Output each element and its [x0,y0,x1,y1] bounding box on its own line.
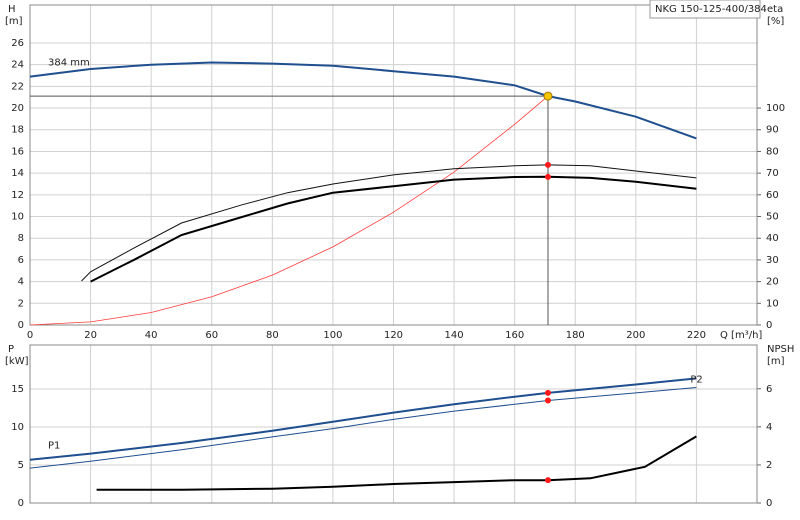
y2-tick-label: 100 [766,103,785,114]
y-tick-label: 8 [18,233,24,244]
x-tick-label: 160 [505,330,524,341]
y-tick-label: 10 [11,212,24,223]
marker [543,91,553,101]
y-tick-label: 5 [18,460,24,471]
y-tick-label: 0 [18,498,24,509]
y2-tick-label: 30 [766,255,779,266]
y2-tick-label: 0 [766,498,772,509]
y2-tick-label: 70 [766,168,779,179]
curve [81,164,697,282]
x-tick-label: 20 [84,330,97,341]
y2-unit: [%] [767,16,784,27]
curve [29,377,697,461]
x-tick-label: 0 [27,330,33,341]
x-tick-label: 40 [145,330,158,341]
y-tick-label: 16 [11,146,24,157]
x-tick-label: 140 [445,330,464,341]
y-tick-label: 4 [18,277,24,288]
y-tick-label: 20 [11,103,24,114]
y-tick-label: 0 [18,320,24,331]
chart-title: NKG 150-125-400/384 [655,4,767,15]
x-tick-label: 80 [266,330,279,341]
y-label: H [8,4,16,15]
curve [29,61,697,140]
curve [29,387,697,469]
curve [29,95,549,326]
y2-tick-label: 40 [766,233,779,244]
marker [544,161,551,168]
y-tick-label: 6 [18,255,24,266]
marker [544,389,551,396]
y2-label: eta [767,4,783,15]
y2-tick-label: 6 [766,384,772,395]
y2-tick-label: 60 [766,190,779,201]
y2-tick-label: 10 [766,298,779,309]
x-tick-label: 120 [384,330,403,341]
x-tick-label: 220 [687,330,706,341]
y2-tick-label: 4 [766,422,772,433]
y-tick-label: 10 [11,422,24,433]
curve [90,175,697,283]
title-box [649,0,761,19]
y-tick-label: 26 [11,38,24,49]
marker [544,173,551,180]
x-tick-label: 200 [626,330,645,341]
y-label: P [8,344,14,355]
marker [544,477,551,484]
curve-label: P1 [48,441,60,452]
plot-frame [29,344,758,504]
y2-tick-label: 2 [766,460,772,471]
y-tick-label: 14 [11,168,24,179]
y-unit: [m] [5,16,23,27]
y-tick-label: 22 [11,81,24,92]
marker [544,397,551,404]
curve [96,435,697,491]
y-tick-label: 12 [11,190,24,201]
x-tick-label: 60 [205,330,218,341]
y-tick-label: 18 [11,125,24,136]
y-tick-label: 15 [11,384,24,395]
y2-tick-label: 20 [766,277,779,288]
y2-tick-label: 50 [766,212,779,223]
y2-tick-label: 0 [766,320,772,331]
y2-tick-label: 90 [766,125,779,136]
x-tick-label: 100 [323,330,342,341]
curve-label: 384 mm [48,58,90,69]
x-label: Q [m³/h] [720,330,762,341]
curve-label: P2 [690,375,702,386]
plot-frame [29,4,758,326]
y-unit: [kW] [5,356,29,367]
x-tick-label: 180 [566,330,585,341]
y2-unit: [m] [767,356,785,367]
y2-label: NPSH [767,344,794,355]
y-tick-label: 2 [18,298,24,309]
y-tick-label: 24 [11,60,24,71]
y2-tick-label: 80 [766,146,779,157]
